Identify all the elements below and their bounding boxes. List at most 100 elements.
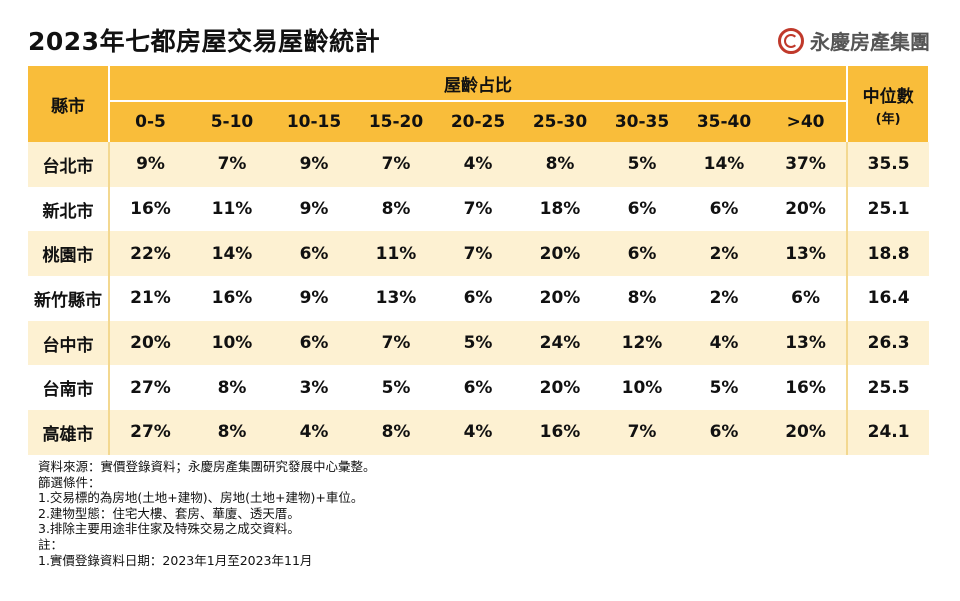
- footnote-line: 1.交易標的為房地(土地+建物)、房地(土地+建物)+車位。: [38, 490, 364, 506]
- age-share-cell: 6%: [683, 410, 765, 455]
- age-share-cell: 10%: [191, 320, 273, 366]
- age-share-cell: 4%: [273, 410, 355, 455]
- age-share-cell: 7%: [601, 410, 683, 455]
- table-row: 桃園市 22% 14% 6% 11% 7% 20% 6% 2% 13% 18.8: [28, 231, 930, 277]
- age-share-cell: 20%: [519, 231, 601, 277]
- age-share-cell: 13%: [765, 231, 848, 277]
- age-share-cell: 8%: [355, 186, 437, 232]
- age-share-cell: 7%: [355, 320, 437, 366]
- age-share-cell: 13%: [355, 276, 437, 321]
- age-share-cell: 27%: [109, 365, 191, 411]
- age-share-cell: 6%: [601, 186, 683, 232]
- age-share-cell: 6%: [765, 276, 848, 321]
- age-share-cell: 6%: [437, 365, 519, 411]
- age-share-cell: 27%: [109, 410, 191, 455]
- city-name: 新北市: [28, 186, 110, 232]
- age-share-cell: 12%: [601, 320, 683, 366]
- city-name: 高雄市: [28, 410, 110, 455]
- age-share-cell: 5%: [437, 320, 519, 366]
- footnote-line: 篩選條件：: [38, 474, 101, 490]
- age-share-cell: 6%: [601, 231, 683, 277]
- header-median-unit: (年): [875, 111, 901, 127]
- age-share-cell: 8%: [519, 142, 601, 187]
- median-age-cell: 25.1: [846, 186, 930, 232]
- age-share-cell: 11%: [191, 186, 273, 232]
- age-share-cell: 5%: [683, 365, 765, 411]
- age-share-cell: 4%: [437, 142, 519, 187]
- age-share-cell: 7%: [191, 142, 273, 187]
- age-share-cell: 5%: [601, 142, 683, 187]
- city-name: 台中市: [28, 320, 110, 366]
- age-share-cell: 2%: [683, 231, 765, 277]
- age-share-cell: 5%: [355, 365, 437, 411]
- age-share-cell: 13%: [765, 320, 848, 366]
- header-age-bucket: >40: [765, 101, 848, 142]
- age-share-cell: 7%: [437, 231, 519, 277]
- median-age-cell: 16.4: [846, 276, 930, 321]
- header-median-label: 中位數: [862, 86, 914, 107]
- header-age-bucket: 20-25: [437, 101, 519, 142]
- age-share-cell: 18%: [519, 186, 601, 232]
- age-share-cell: 8%: [601, 276, 683, 321]
- age-share-cell: 9%: [273, 186, 355, 232]
- age-share-cell: 21%: [109, 276, 191, 321]
- age-share-cell: 16%: [191, 276, 273, 321]
- brand-name: 永慶房產集團: [810, 30, 930, 54]
- table-row: 高雄市 27% 8% 4% 8% 4% 16% 7% 6% 20% 24.1: [28, 410, 930, 455]
- age-share-cell: 16%: [109, 186, 191, 232]
- age-share-cell: 6%: [437, 276, 519, 321]
- table-row: 台南市 27% 8% 3% 5% 6% 20% 10% 5% 16% 25.5: [28, 365, 930, 411]
- age-share-cell: 8%: [191, 410, 273, 455]
- age-share-cell: 9%: [273, 276, 355, 321]
- median-age-cell: 26.3: [846, 320, 930, 366]
- age-share-cell: 20%: [109, 320, 191, 366]
- table-row: 新竹縣市 21% 16% 9% 13% 6% 20% 8% 2% 6% 16.4: [28, 276, 930, 321]
- median-age-cell: 24.1: [846, 410, 930, 455]
- age-share-cell: 20%: [519, 276, 601, 321]
- age-share-cell: 6%: [683, 186, 765, 232]
- age-share-cell: 6%: [273, 231, 355, 277]
- header-age-bucket: 25-30: [519, 101, 601, 142]
- age-share-cell: 22%: [109, 231, 191, 277]
- header-age-bucket: 30-35: [601, 101, 683, 142]
- median-age-cell: 25.5: [846, 365, 930, 411]
- age-share-cell: 2%: [683, 276, 765, 321]
- age-share-cell: 20%: [765, 410, 848, 455]
- header-age-share: 屋齡占比: [109, 66, 848, 102]
- age-share-cell: 11%: [355, 231, 437, 277]
- age-share-cell: 8%: [355, 410, 437, 455]
- header-age-bucket: 10-15: [273, 101, 355, 142]
- city-name: 台南市: [28, 365, 110, 411]
- age-share-cell: 4%: [683, 320, 765, 366]
- age-share-cell: 7%: [355, 142, 437, 187]
- page-title: 2023年七都房屋交易屋齡統計: [28, 27, 381, 56]
- age-share-cell: 16%: [765, 365, 848, 411]
- age-share-cell: 6%: [273, 320, 355, 366]
- city-name: 桃園市: [28, 231, 110, 277]
- age-share-cell: 16%: [519, 410, 601, 455]
- age-share-cell: 10%: [601, 365, 683, 411]
- age-share-cell: 7%: [437, 186, 519, 232]
- table-row: 台中市 20% 10% 6% 7% 5% 24% 12% 4% 13% 26.3: [28, 320, 930, 366]
- header-age-bucket: 5-10: [191, 101, 273, 142]
- footnote-line: 1.實價登錄資料日期：2023年1月至2023年11月: [38, 552, 313, 568]
- brand: 永慶房產集團: [778, 26, 930, 55]
- city-name: 台北市: [28, 142, 110, 187]
- footnote-line: 註：: [38, 536, 64, 552]
- median-age-cell: 18.8: [846, 231, 930, 277]
- age-share-cell: 24%: [519, 320, 601, 366]
- median-age-cell: 35.5: [846, 142, 930, 187]
- age-share-cell: 9%: [273, 142, 355, 187]
- age-share-cell: 8%: [191, 365, 273, 411]
- header-median: 中位數 (年): [846, 66, 931, 142]
- age-share-cell: 14%: [191, 231, 273, 277]
- age-share-cell: 20%: [519, 365, 601, 411]
- footnote-line: 資料來源：實價登錄資料；永慶房產集團研究發展中心彙整。: [38, 459, 376, 474]
- brand-logo-icon: [778, 27, 804, 54]
- age-share-cell: 3%: [273, 365, 355, 411]
- footnote-line: 2.建物型態：住宅大樓、套房、華廈、透天厝。: [38, 505, 300, 521]
- age-share-cell: 20%: [765, 186, 848, 232]
- city-name: 新竹縣市: [28, 276, 110, 321]
- table-row: 新北市 16% 11% 9% 8% 7% 18% 6% 6% 20% 25.1: [28, 186, 930, 232]
- header-age-bucket: 15-20: [355, 101, 437, 142]
